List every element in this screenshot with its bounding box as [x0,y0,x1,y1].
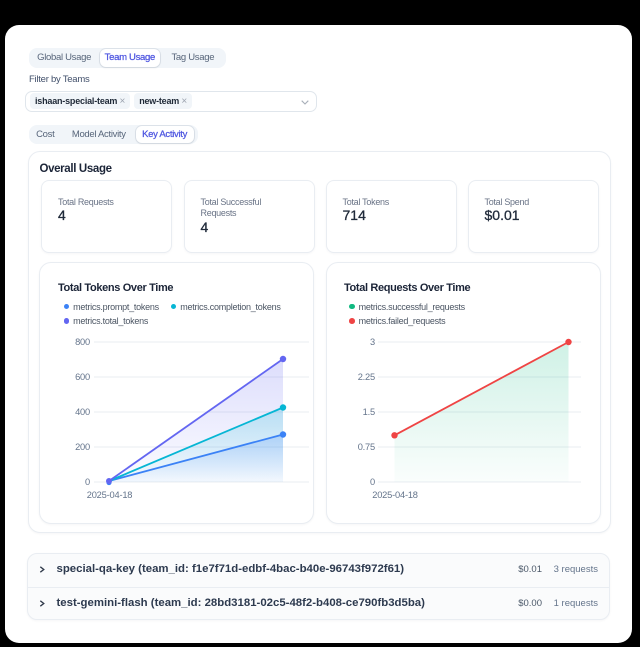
svg-text:200: 200 [75,442,90,452]
svg-text:800: 800 [75,337,90,347]
svg-text:0: 0 [85,477,90,487]
svg-text:2025-04-18: 2025-04-18 [372,490,418,500]
svg-text:0: 0 [370,477,375,487]
svg-text:2.25: 2.25 [358,372,375,382]
svg-text:3: 3 [370,337,375,347]
svg-text:0.75: 0.75 [358,442,375,452]
svg-text:600: 600 [75,372,90,382]
svg-text:1.5: 1.5 [363,407,375,417]
svg-text:2025-04-18: 2025-04-18 [87,490,133,500]
svg-text:400: 400 [75,407,90,417]
